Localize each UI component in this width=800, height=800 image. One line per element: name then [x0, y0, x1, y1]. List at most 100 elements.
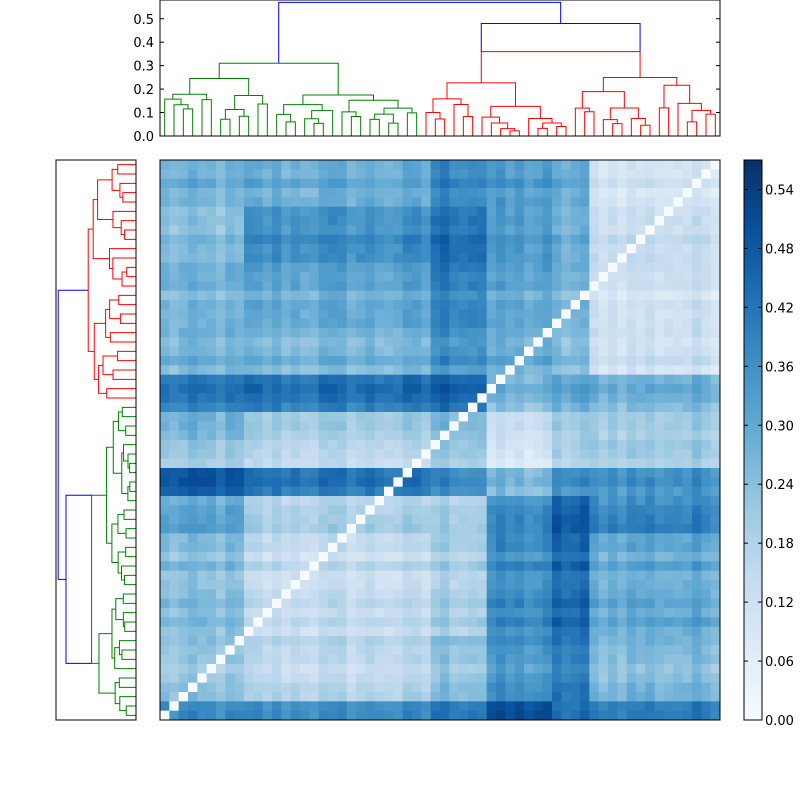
heatmap-cell: [654, 206, 665, 217]
heatmap-cell: [234, 206, 245, 217]
heatmap-cell: [561, 654, 572, 665]
heatmap-cell: [169, 589, 180, 600]
heatmap-cell: [710, 598, 721, 609]
heatmap-cell: [626, 216, 637, 226]
heatmap-cell: [290, 188, 301, 198]
heatmap-cell: [645, 374, 656, 385]
heatmap-cell: [346, 169, 357, 180]
heatmap-cell: [346, 505, 357, 516]
heatmap-cell: [552, 486, 562, 497]
heatmap-cell: [626, 188, 637, 198]
heatmap-cell: [346, 486, 357, 497]
heatmap-cell: [262, 421, 273, 432]
heatmap-cell: [225, 309, 236, 320]
dendrogram-link: [528, 117, 553, 136]
heatmap-cell: [244, 365, 254, 376]
heatmap-cell: [617, 188, 628, 198]
heatmap-cell: [486, 309, 497, 320]
heatmap-cell: [570, 178, 581, 189]
heatmap-cell: [393, 216, 404, 226]
heatmap-cell: [300, 645, 310, 656]
heatmap-cell: [160, 598, 170, 609]
heatmap-cell: [384, 440, 394, 450]
heatmap-cell: [402, 430, 413, 441]
heatmap-cell: [598, 178, 609, 189]
heatmap-cell: [393, 309, 404, 320]
heatmap-cell: [160, 206, 170, 217]
heatmap-cell: [188, 561, 198, 572]
heatmap-cell: [654, 589, 665, 600]
heatmap-cell: [272, 281, 282, 292]
heatmap-cell: [580, 169, 590, 180]
heatmap-cell: [272, 160, 282, 170]
heatmap-cell: [169, 449, 180, 460]
heatmap-cell: [533, 402, 544, 413]
heatmap-cell: [486, 188, 497, 198]
heatmap-cell: [346, 300, 357, 310]
heatmap-cell: [328, 253, 338, 264]
heatmap-cell: [636, 374, 646, 385]
heatmap-cell: [225, 514, 236, 525]
heatmap-cell: [225, 617, 236, 628]
heatmap-cell: [234, 552, 245, 562]
heatmap-cell: [272, 542, 282, 553]
heatmap-cell: [533, 440, 544, 450]
heatmap-cell: [188, 356, 198, 366]
heatmap-cell: [542, 710, 553, 721]
heatmap-cell: [290, 365, 301, 376]
heatmap-cell: [664, 664, 674, 674]
heatmap-cell: [309, 645, 320, 656]
heatmap-cell: [645, 337, 656, 348]
heatmap-cell: [272, 225, 282, 236]
heatmap-cell: [234, 477, 245, 488]
heatmap-cell: [645, 318, 656, 329]
heatmap-cell: [365, 458, 376, 469]
heatmap-cell: [234, 486, 245, 497]
heatmap-cell: [197, 393, 208, 404]
heatmap-cell: [430, 580, 441, 590]
heatmap-cell: [356, 393, 366, 404]
heatmap-cell: [477, 468, 488, 478]
heatmap-cell: [505, 440, 516, 450]
heatmap-cell: [178, 365, 189, 376]
heatmap-cell: [216, 337, 226, 348]
heatmap-cell: [318, 300, 329, 310]
heatmap-cell: [244, 561, 254, 572]
heatmap-cell: [188, 346, 198, 357]
heatmap-cell: [244, 570, 254, 581]
heatmap-cell: [496, 440, 506, 450]
heatmap-cell: [440, 496, 450, 506]
heatmap-cell: [281, 570, 292, 581]
heatmap-cell: [234, 561, 245, 572]
heatmap-cell: [701, 570, 712, 581]
heatmap-cell: [468, 617, 478, 628]
heatmap-cell: [225, 664, 236, 674]
heatmap-cell: [188, 197, 198, 208]
heatmap-cell: [262, 262, 273, 273]
heatmap-cell: [346, 440, 357, 450]
heatmap-cell: [318, 160, 329, 170]
heatmap-cell: [692, 458, 702, 469]
heatmap-cell: [440, 216, 450, 226]
heatmap-cell: [458, 328, 469, 338]
heatmap-cell: [281, 402, 292, 413]
heatmap-cell: [514, 505, 525, 516]
heatmap-cell: [496, 290, 506, 301]
heatmap-cell: [654, 188, 665, 198]
heatmap-cell: [580, 645, 590, 656]
heatmap-cell: [496, 505, 506, 516]
heatmap-cell: [337, 309, 348, 320]
heatmap-cell: [645, 272, 656, 282]
heatmap-cell: [533, 356, 544, 366]
heatmap-cell: [710, 645, 721, 656]
heatmap-cell: [524, 225, 534, 236]
heatmap-cell: [561, 496, 572, 506]
heatmap-cell: [692, 589, 702, 600]
heatmap-cell: [645, 552, 656, 562]
heatmap-cell: [617, 402, 628, 413]
heatmap-cell: [598, 524, 609, 534]
heatmap-cell: [608, 281, 618, 292]
heatmap-cell: [645, 365, 656, 376]
heatmap-cell: [188, 337, 198, 348]
heatmap-cell: [524, 570, 534, 581]
